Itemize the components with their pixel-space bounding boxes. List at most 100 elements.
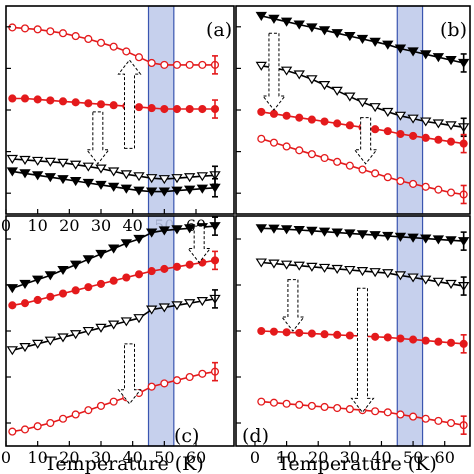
- data-point: [95, 323, 107, 333]
- data-point: [71, 32, 80, 41]
- data-point: [306, 226, 318, 236]
- data-point: [57, 158, 69, 168]
- data-point: [147, 267, 156, 276]
- data-point: [82, 178, 95, 189]
- data-point: [69, 160, 82, 170]
- data-point: [158, 303, 171, 313]
- data-point: [307, 150, 316, 159]
- data-point: [371, 332, 380, 341]
- x-tick-label: 10: [27, 448, 47, 467]
- data-point: [356, 230, 369, 240]
- data-point: [333, 403, 342, 413]
- data-point: [345, 161, 354, 170]
- data-point: [20, 24, 30, 33]
- data-point: [145, 305, 158, 315]
- data-point: [134, 103, 144, 112]
- x-tick-label: 50: [403, 448, 423, 467]
- data-point: [160, 379, 169, 388]
- data-point: [445, 121, 457, 131]
- data-point: [434, 135, 443, 144]
- x-tick-label: 30: [91, 448, 111, 467]
- data-point: [280, 17, 293, 27]
- data-point: [356, 98, 369, 108]
- arrow: [353, 117, 378, 165]
- data-point: [255, 224, 267, 234]
- data-point: [396, 334, 405, 343]
- data-point: [107, 244, 120, 254]
- data-point: [282, 111, 291, 120]
- data-point: [331, 29, 343, 39]
- data-point: [371, 407, 380, 416]
- data-point: [295, 328, 304, 337]
- data-point: [58, 289, 68, 298]
- data-point: [71, 410, 80, 419]
- data-point: [394, 44, 407, 54]
- data-point: [318, 263, 331, 273]
- data-point: [409, 412, 418, 421]
- data-point: [282, 142, 291, 151]
- data-point: [160, 264, 169, 273]
- data-point: [133, 314, 145, 324]
- data-point: [445, 56, 457, 66]
- arrow: [280, 279, 305, 332]
- series-1: [8, 94, 220, 119]
- x-tick-label: 50: [154, 448, 174, 467]
- data-point: [8, 427, 17, 436]
- highlight-band: [396, 215, 424, 447]
- data-point: [172, 60, 182, 69]
- x-tick-label: 60: [435, 448, 455, 467]
- data-point: [358, 165, 367, 174]
- data-point: [171, 225, 183, 235]
- highlight-band: [147, 215, 175, 447]
- series-0: [8, 23, 220, 75]
- data-point: [57, 175, 69, 185]
- data-point: [421, 336, 430, 345]
- data-point: [122, 47, 131, 56]
- data-point: [356, 267, 369, 277]
- data-point: [19, 169, 31, 179]
- data-point: [268, 259, 280, 269]
- data-point: [320, 402, 329, 412]
- data-point: [58, 97, 68, 106]
- data-point: [407, 47, 419, 57]
- data-point: [109, 42, 118, 51]
- data-point: [172, 376, 182, 385]
- data-point: [172, 262, 182, 271]
- data-point: [145, 187, 158, 197]
- data-point: [255, 258, 267, 268]
- data-point: [19, 155, 31, 165]
- data-point: [171, 174, 183, 184]
- data-point: [33, 422, 42, 431]
- data-point: [382, 269, 394, 279]
- data-point: [19, 279, 31, 289]
- data-point: [185, 60, 194, 69]
- data-point: [198, 104, 207, 114]
- data-point: [269, 327, 278, 336]
- data-point: [95, 164, 107, 174]
- data-point: [44, 336, 57, 346]
- data-point: [58, 29, 68, 38]
- data-point: [84, 99, 93, 108]
- data-point: [120, 170, 133, 180]
- data-point: [145, 228, 158, 238]
- data-point: [255, 61, 267, 71]
- data-point: [383, 173, 392, 182]
- data-point: [445, 236, 457, 246]
- series-0: [255, 11, 470, 73]
- data-point: [420, 50, 432, 60]
- x-tick-label: 60: [186, 448, 206, 467]
- data-point: [446, 338, 456, 347]
- series-3: [257, 134, 468, 205]
- data-point: [293, 20, 305, 30]
- data-point: [57, 265, 69, 276]
- data-point: [320, 330, 329, 339]
- data-point: [293, 261, 305, 271]
- data-point: [282, 399, 291, 408]
- data-point: [46, 27, 55, 36]
- x-tick-label: 20: [59, 216, 79, 235]
- data-point: [331, 86, 343, 96]
- data-point: [96, 38, 106, 47]
- data-point: [69, 330, 82, 340]
